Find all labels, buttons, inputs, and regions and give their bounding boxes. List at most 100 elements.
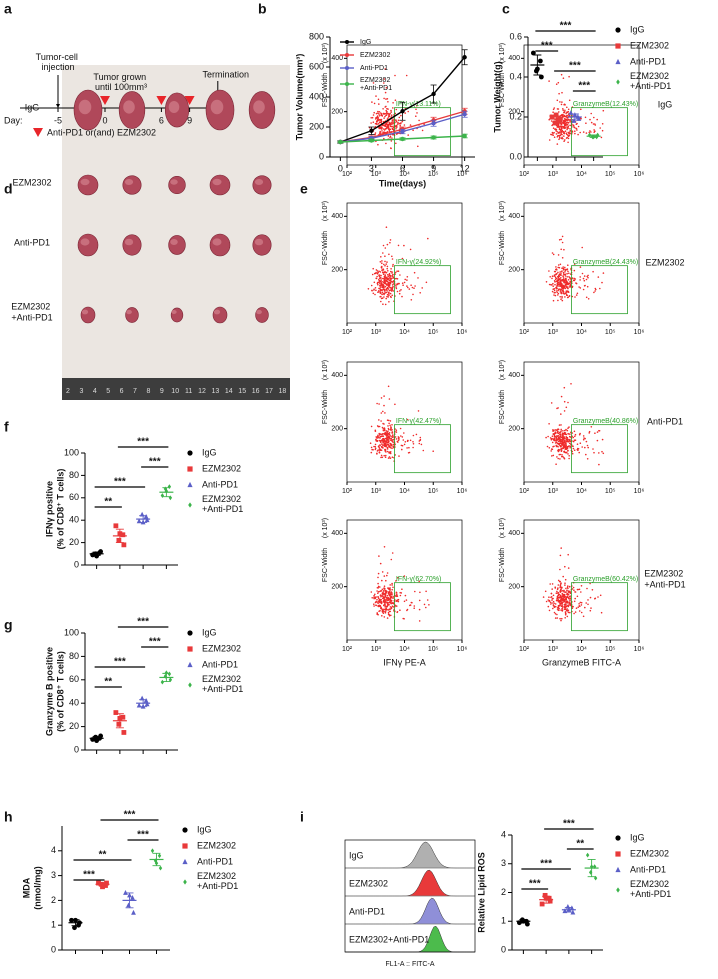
event-dot (396, 611, 399, 613)
event-dot (560, 450, 563, 453)
event-dot (566, 429, 569, 432)
event-dot (384, 128, 387, 130)
event-dot (554, 294, 557, 297)
tumor-highlight (212, 238, 222, 246)
event-dot (396, 270, 398, 273)
x-tick-label: 10⁵ (428, 646, 439, 653)
event-dot (390, 289, 392, 292)
event-dot (401, 257, 404, 260)
event-dot (586, 444, 589, 447)
event-dot (394, 99, 397, 101)
point (130, 895, 135, 900)
event-dot (414, 590, 416, 593)
event-dot (384, 450, 386, 452)
event-dot (567, 291, 570, 293)
event-dot (382, 113, 385, 115)
event-dot (551, 583, 554, 585)
gate-label: GranzymeB(40.86%) (573, 418, 638, 425)
y-tick-label: 200 (331, 584, 343, 591)
event-dot (551, 599, 553, 601)
event-dot (578, 451, 580, 454)
tumor-highlight (78, 99, 92, 115)
event-dot (557, 579, 560, 582)
gate (394, 265, 451, 315)
event-dot (563, 444, 565, 446)
event-dot (557, 271, 559, 274)
point (168, 495, 173, 501)
event-dot (586, 587, 588, 590)
event-dot (378, 277, 381, 280)
event-dot (550, 596, 552, 599)
event-dot (560, 602, 563, 605)
gate (571, 582, 628, 632)
event-dot (396, 123, 399, 125)
event-dot (559, 586, 561, 589)
event-dot (383, 117, 385, 119)
panel-label: e (300, 181, 308, 197)
event-dot (594, 124, 597, 126)
event-dot (377, 98, 380, 101)
event-dot (589, 118, 591, 121)
event-dot (382, 292, 385, 295)
y-axis-label: IFNγ positive (44, 481, 54, 537)
event-dot (566, 282, 569, 285)
event-dot (553, 294, 555, 296)
legend-marker (615, 866, 621, 873)
event-dot (594, 287, 597, 290)
event-dot (379, 261, 382, 263)
event-dot (389, 452, 392, 455)
event-dot (374, 293, 376, 296)
event-dot (397, 598, 400, 601)
event-dot (398, 436, 400, 439)
event-dot (594, 597, 596, 600)
event-dot (561, 605, 563, 608)
event-dot (557, 292, 560, 295)
event-dot (378, 281, 380, 284)
event-dot (560, 599, 562, 602)
event-dot (421, 287, 424, 289)
event-dot (396, 125, 398, 127)
event-dot (557, 584, 560, 586)
event-dot (550, 402, 553, 404)
event-dot (578, 286, 580, 288)
event-dot (378, 119, 380, 121)
event-dot (383, 278, 386, 280)
event-dot (378, 113, 380, 115)
legend-label: IgG (630, 832, 645, 842)
significance-label: *** (149, 637, 161, 648)
event-dot (380, 412, 383, 414)
event-dot (410, 284, 412, 287)
event-dot (569, 436, 572, 438)
y-scale-label: (x 10³) (499, 201, 506, 221)
event-dot (413, 271, 416, 274)
event-dot (574, 611, 577, 613)
event-dot (551, 290, 554, 293)
event-dot (557, 289, 559, 292)
event-dot (565, 132, 568, 134)
point (530, 50, 536, 56)
event-dot (550, 120, 553, 122)
event-dot (560, 413, 562, 415)
y-axis-label: Granzyme B positive (44, 647, 54, 736)
event-dot (385, 596, 388, 599)
event-dot (384, 125, 387, 128)
event-dot (564, 285, 566, 288)
event-dot (553, 270, 556, 273)
event-dot (402, 439, 405, 441)
point (120, 532, 126, 538)
tumor (255, 307, 269, 323)
point (143, 513, 149, 519)
event-dot (397, 244, 400, 247)
event-dot (571, 131, 574, 133)
event-dot (385, 437, 388, 439)
event-dot (559, 604, 561, 607)
event-dot (567, 593, 570, 596)
event-dot (561, 439, 563, 442)
event-dot (382, 429, 385, 432)
event-dot (387, 430, 389, 433)
error-bar (115, 713, 124, 729)
event-dot (552, 454, 555, 457)
event-dot (376, 450, 379, 452)
event-dot (560, 137, 563, 140)
event-dot (567, 279, 570, 281)
